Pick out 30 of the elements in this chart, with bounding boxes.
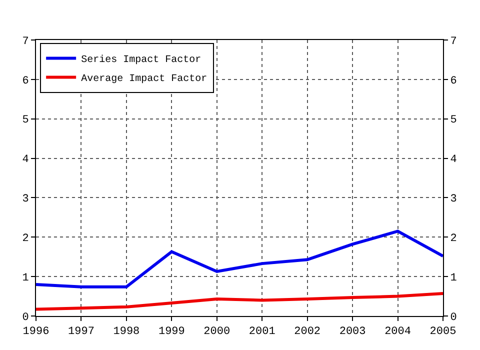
legend-label: Average Impact Factor [81,74,208,86]
y2-tick-label: 2 [450,232,457,245]
x-tick-label: 1998 [113,326,140,338]
x-tick-label: 2000 [204,326,230,338]
y2-tick-label: 6 [450,75,457,88]
x-tick-label: 2001 [248,326,276,338]
x-tick-label: 2005 [430,326,456,338]
y-tick-label: 3 [22,194,29,206]
y2-tick-label: 4 [450,154,458,166]
y-tick-label: 0 [22,312,29,324]
y-tick-label: 1 [22,272,30,284]
x-tick-label: 2004 [384,326,412,338]
y2-tick-label: 1 [450,272,458,284]
x-tick-label: 1997 [68,326,94,338]
y2-tick-label: 3 [450,194,457,206]
y2-tick-label: 5 [450,114,457,127]
x-tick-label: 2002 [294,326,321,338]
y-tick-label: 4 [22,154,30,166]
y2-tick-label: 7 [450,36,457,48]
y-tick-label: 5 [22,114,29,127]
legend-label: Series Impact Factor [81,54,202,66]
y-tick-label: 6 [22,75,29,88]
y2-tick-label: 0 [450,312,457,324]
x-tick-label: 1999 [158,326,185,338]
x-tick-label: 2003 [339,326,366,338]
line-series [36,292,443,311]
y-tick-label: 7 [22,36,29,48]
x-tick-label: 1996 [22,326,50,338]
line-series [36,230,443,288]
y-tick-label: 2 [22,232,29,245]
